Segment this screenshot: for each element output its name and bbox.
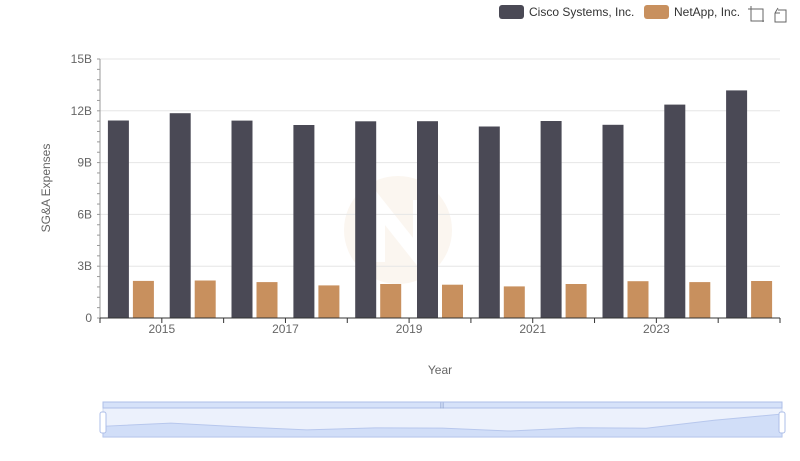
axes: 0 3B 6B 9B 12B 15B 2015 2017 2019 2021 2023: [71, 52, 781, 336]
bar-netapp[interactable]: [318, 285, 340, 318]
zoom-preview-area: [102, 413, 783, 438]
y-tick-label: 12B: [71, 104, 92, 118]
data-zoom-slider[interactable]: |||: [99, 401, 786, 438]
y-tick-label: 15B: [71, 52, 92, 66]
zoom-handle-right[interactable]: [778, 411, 786, 434]
bar-cisco[interactable]: [293, 125, 315, 318]
bar-netapp[interactable]: [689, 282, 711, 318]
bar-cisco[interactable]: [540, 121, 562, 318]
bar-netapp[interactable]: [194, 280, 216, 319]
bar-cisco[interactable]: [107, 120, 129, 319]
legend: Cisco Systems, Inc. NetApp, Inc.: [499, 5, 740, 19]
bar-cisco[interactable]: [169, 113, 191, 318]
zoom-top-bar[interactable]: [102, 401, 783, 409]
bar-cisco[interactable]: [726, 90, 748, 319]
y-tick-label: 6B: [77, 207, 92, 221]
bar-cisco[interactable]: [478, 126, 500, 319]
zoom-icon[interactable]: [748, 6, 764, 22]
bar-netapp[interactable]: [751, 281, 773, 318]
x-tick-label: 2017: [272, 322, 299, 336]
y-tick-label: 9B: [77, 156, 92, 170]
bar-cisco[interactable]: [355, 121, 377, 318]
zoom-grip-icon[interactable]: |||: [440, 403, 445, 409]
x-tick-label: 2019: [396, 322, 423, 336]
x-tick-label: 2015: [148, 322, 175, 336]
legend-label-cisco[interactable]: Cisco Systems, Inc.: [529, 5, 634, 19]
bars: [107, 90, 773, 319]
bar-netapp[interactable]: [380, 284, 402, 318]
bar-cisco[interactable]: [664, 104, 686, 318]
bar-netapp[interactable]: [503, 286, 525, 318]
bar-netapp[interactable]: [132, 280, 154, 318]
y-tick-label: 3B: [77, 259, 92, 273]
legend-swatch-cisco[interactable]: [499, 5, 524, 19]
bar-netapp[interactable]: [442, 284, 463, 318]
legend-swatch-netapp[interactable]: [644, 5, 669, 19]
zoom-selection[interactable]: [103, 408, 782, 437]
x-tick-label: 2021: [519, 322, 546, 336]
zoom-handle-left[interactable]: [99, 411, 107, 434]
x-tick-label: 2023: [643, 322, 670, 336]
y-axis-title: SG&A Expenses: [39, 144, 53, 233]
x-axis-title: Year: [428, 363, 452, 377]
bar-cisco[interactable]: [231, 120, 253, 318]
bar-cisco[interactable]: [602, 124, 624, 318]
bar-cisco[interactable]: [417, 121, 438, 318]
bar-netapp[interactable]: [627, 281, 649, 318]
y-tick-label: 0: [85, 311, 92, 325]
restore-icon[interactable]: [774, 7, 787, 23]
legend-label-netapp[interactable]: NetApp, Inc.: [674, 5, 740, 19]
bar-netapp[interactable]: [256, 282, 278, 318]
bar-netapp[interactable]: [565, 284, 587, 318]
